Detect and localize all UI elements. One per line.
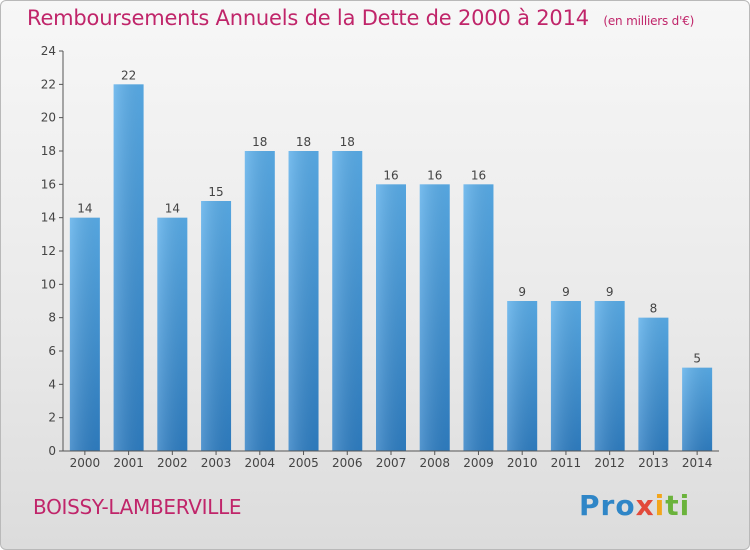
bar-highlight <box>638 317 669 451</box>
bar-highlight <box>288 151 319 451</box>
y-tick-label: 12 <box>41 244 56 258</box>
proxiti-logo[interactable]: Proxiti <box>579 489 690 522</box>
bar-value-label: 16 <box>383 168 398 182</box>
bar-value-label: 15 <box>208 185 223 199</box>
y-tick-label: 20 <box>41 111 56 125</box>
bar-value-label: 8 <box>650 302 658 316</box>
y-tick-label: 8 <box>48 311 56 325</box>
y-tick-label: 16 <box>41 177 56 191</box>
bar-value-label: 9 <box>606 285 614 299</box>
y-tick-label: 0 <box>48 444 56 458</box>
x-tick-label: 2011 <box>551 456 582 470</box>
chart-unit: (en milliers d'€) <box>603 14 695 28</box>
x-tick-label: 2012 <box>594 456 625 470</box>
y-tick-label: 22 <box>41 77 56 91</box>
bar-value-label: 22 <box>121 68 136 82</box>
chart-title-text: Remboursements Annuels de la Dette de 20… <box>27 6 589 30</box>
logo-part: x <box>635 489 655 522</box>
bars: 14 22 14 15 18 18 18 16 16 16 9 9 9 8 5 <box>69 68 713 452</box>
bar-value-label: 9 <box>518 285 526 299</box>
bar-highlight <box>594 301 625 451</box>
x-tick-label: 2005 <box>288 456 319 470</box>
bar-highlight <box>201 201 232 451</box>
x-tick-label: 2000 <box>70 456 101 470</box>
x-tick-label: 2014 <box>682 456 713 470</box>
city-name: BOISSY-LAMBERVILLE <box>33 495 242 519</box>
x-tick-label: 2002 <box>157 456 188 470</box>
y-tick-label: 10 <box>41 277 56 291</box>
bar-highlight <box>157 217 188 451</box>
x-tick-label: 2013 <box>638 456 669 470</box>
y-tick-label: 6 <box>48 344 56 358</box>
bar-value-label: 5 <box>693 352 701 366</box>
bar-highlight <box>244 151 275 451</box>
y-tick-label: 24 <box>41 44 56 58</box>
logo-part: i <box>654 489 666 522</box>
bar-highlight <box>463 184 494 452</box>
y-tick-label: 18 <box>41 144 56 158</box>
bar-value-label: 16 <box>471 168 486 182</box>
bar-highlight <box>113 84 144 451</box>
bar-highlight <box>419 184 450 452</box>
y-tick-label: 2 <box>48 411 56 425</box>
chart-title: Remboursements Annuels de la Dette de 20… <box>27 6 694 30</box>
y-tick-label: 14 <box>41 211 56 225</box>
bar-value-label: 18 <box>340 135 355 149</box>
bar-highlight <box>332 151 363 451</box>
x-tick-label: 2007 <box>376 456 407 470</box>
x-tick-label: 2003 <box>201 456 232 470</box>
x-tick-label: 2010 <box>507 456 538 470</box>
bar-value-label: 14 <box>77 202 92 216</box>
x-tick-label: 2006 <box>332 456 363 470</box>
bar-highlight <box>69 217 100 451</box>
bar-value-label: 18 <box>296 135 311 149</box>
bar-value-label: 18 <box>252 135 267 149</box>
logo-part: Pro <box>579 489 636 522</box>
bar-highlight <box>507 301 538 451</box>
bar-highlight <box>376 184 406 452</box>
bar-highlight <box>682 367 713 451</box>
bar-value-label: 16 <box>427 168 442 182</box>
bar-value-label: 14 <box>165 202 180 216</box>
x-tick-label: 2009 <box>463 456 494 470</box>
x-axis: 2000 2001 2002 2003 2004 2005 2006 2007 2008 2009… <box>63 450 719 470</box>
x-tick-label: 2008 <box>419 456 450 470</box>
bar-highlight <box>550 301 581 451</box>
bar-value-label: 9 <box>562 285 570 299</box>
x-tick-label: 2004 <box>245 456 276 470</box>
logo-part: ti <box>665 489 691 522</box>
x-tick-label: 2001 <box>113 456 144 470</box>
y-tick-label: 4 <box>48 377 56 391</box>
